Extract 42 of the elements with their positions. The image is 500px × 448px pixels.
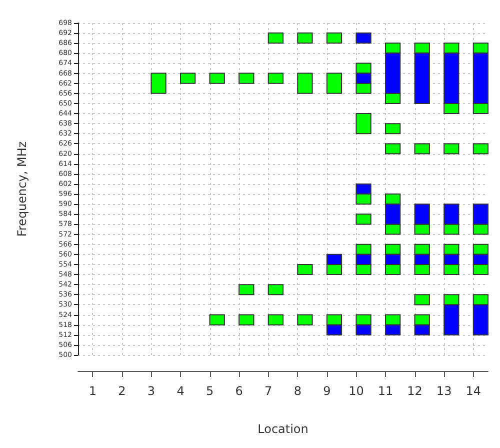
- bar: [414, 294, 430, 306]
- bar: [268, 32, 284, 44]
- bar: [180, 72, 196, 84]
- x-tick-label: 1: [88, 384, 96, 398]
- bar: [268, 314, 284, 326]
- x-tick-label: 7: [264, 384, 272, 398]
- x-tick-label: 8: [294, 384, 302, 398]
- bar: [238, 72, 254, 84]
- x-tick-label: 4: [176, 384, 184, 398]
- bar: [150, 72, 166, 94]
- bar: [385, 123, 401, 134]
- x-tick-label: 13: [436, 384, 452, 398]
- bar: [268, 72, 284, 84]
- bar: [268, 284, 284, 296]
- bar: [238, 314, 254, 326]
- bar: [472, 143, 488, 154]
- x-tick-label: 14: [466, 384, 481, 398]
- bar: [356, 113, 372, 134]
- bar: [385, 143, 401, 154]
- bar: [356, 32, 372, 44]
- x-tick-label: 5: [206, 384, 214, 398]
- bar: [414, 143, 430, 154]
- x-tick-label: 2: [118, 384, 126, 398]
- bar: [356, 214, 372, 225]
- bar: [209, 314, 225, 326]
- x-tick-label: 11: [378, 384, 394, 398]
- x-tick-label: 3: [147, 384, 156, 398]
- bar: [326, 32, 342, 44]
- bar: [297, 264, 313, 276]
- bar: [326, 72, 342, 94]
- bar: [238, 284, 254, 296]
- bar: [209, 72, 225, 84]
- bar: [297, 72, 313, 94]
- x-tick-label: 6: [235, 384, 243, 398]
- x-tick-label: 9: [323, 384, 331, 398]
- x-tick-label: 12: [407, 384, 422, 398]
- bar: [444, 143, 460, 154]
- y-axis-title: Frequency, MHz: [15, 141, 29, 237]
- x-axis-title: Location: [258, 422, 308, 436]
- x-tick-label: 10: [348, 384, 364, 398]
- bar: [297, 32, 313, 44]
- bar: [297, 314, 313, 326]
